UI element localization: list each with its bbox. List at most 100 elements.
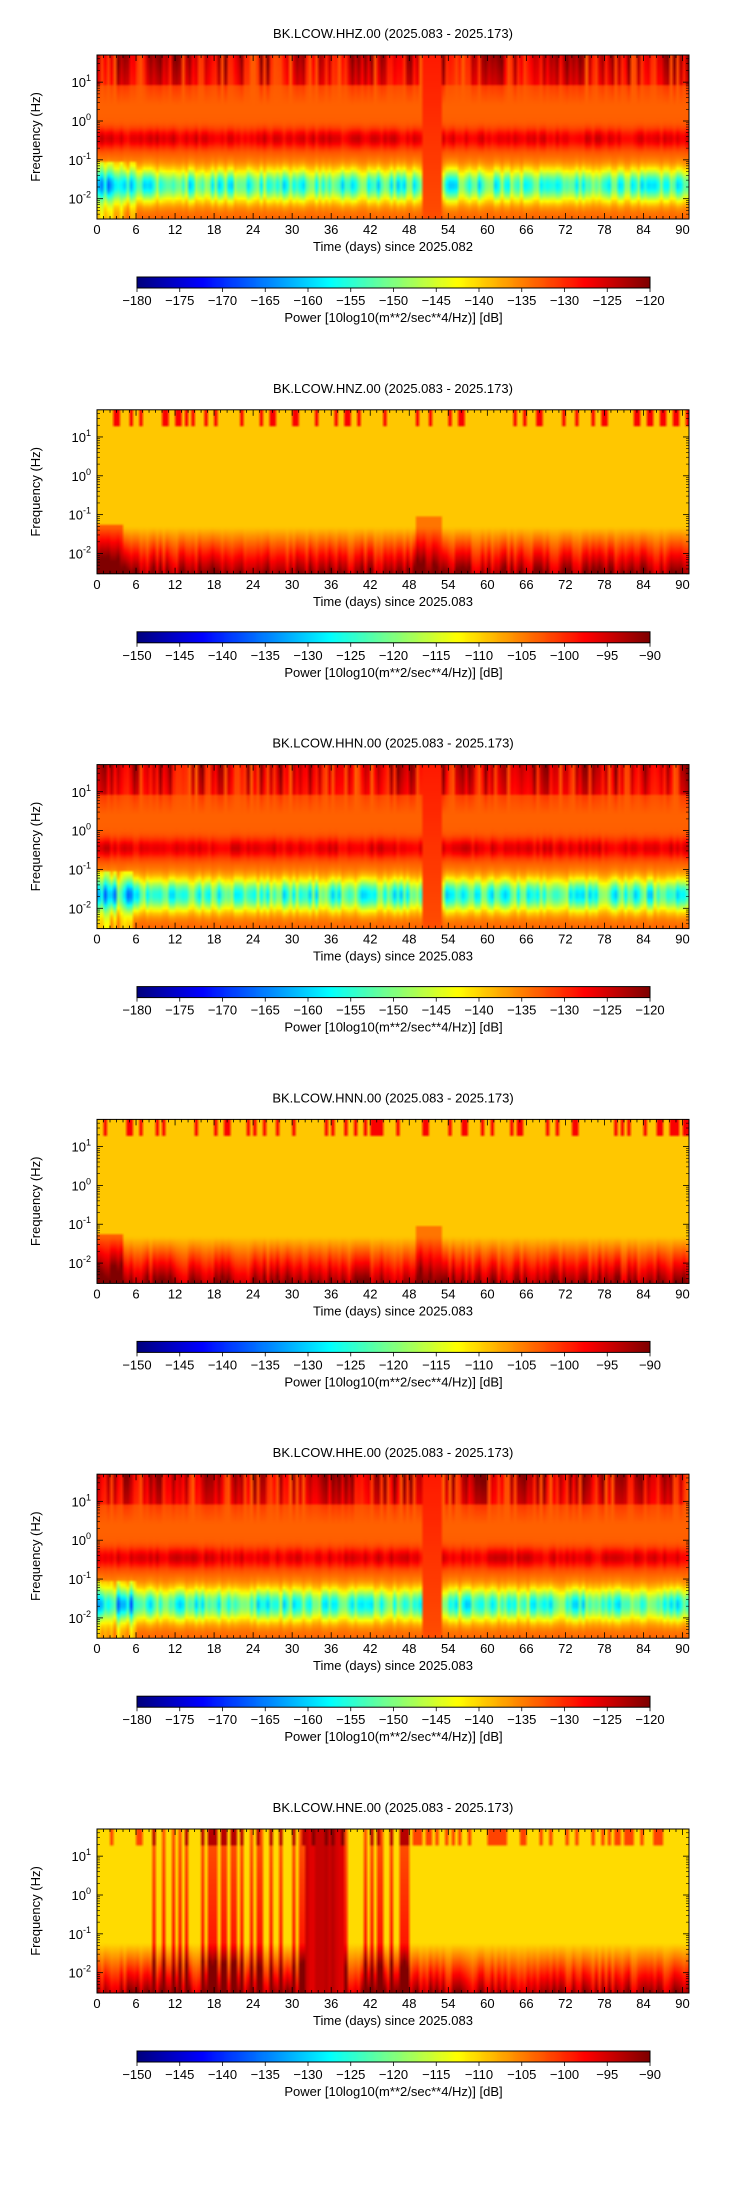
panel-title: BK.LCOW.HNE.00 (2025.083 - 2025.173)	[273, 1800, 514, 1815]
x-tick-label: 36	[324, 577, 338, 592]
colorbar-tick-label: −95	[596, 648, 618, 663]
x-tick-label: 30	[285, 1996, 299, 2011]
x-tick-label: 84	[636, 577, 650, 592]
colorbar-tick-label: −125	[336, 648, 365, 663]
y-tick-label: 10-1	[69, 151, 91, 168]
y-tick-label: 10-2	[69, 544, 91, 561]
colorbar-tick-label: −95	[596, 2067, 618, 2082]
x-tick-label: 84	[636, 1641, 650, 1656]
panel-title: BK.LCOW.HHZ.00 (2025.083 - 2025.173)	[273, 26, 513, 41]
spectrogram-heatmap	[97, 764, 689, 929]
colorbar-tick-label: −145	[165, 2067, 194, 2082]
x-tick-label: 66	[519, 932, 533, 947]
x-tick-label: 42	[363, 1286, 377, 1301]
x-tick-label: 60	[480, 1641, 494, 1656]
y-tick-label: 10-2	[69, 899, 91, 916]
y-tick-label: 10-1	[69, 1215, 91, 1232]
x-tick-label: 54	[441, 1286, 455, 1301]
colorbar-tick-label: −110	[465, 2067, 493, 2082]
x-tick-label: 0	[93, 577, 100, 592]
y-tick-label: 10-2	[69, 1964, 91, 1981]
plot-frame	[96, 764, 690, 930]
y-axis-label: Frequency (Hz)	[28, 1866, 43, 1956]
colorbar-tick-label: −120	[635, 1712, 664, 1727]
colorbar-tick-label: −145	[165, 1357, 194, 1372]
y-tick-label: 100	[72, 467, 91, 484]
colorbar-tick-label: −120	[379, 648, 408, 663]
colorbar-tick-label: −130	[550, 1003, 579, 1018]
colorbar-tick-label: −125	[593, 293, 622, 308]
x-tick-label: 66	[519, 1286, 533, 1301]
colorbar-tick-label: −130	[550, 293, 579, 308]
x-tick-label: 78	[597, 1996, 611, 2011]
x-axis-label: Time (days) since 2025.083	[313, 1658, 473, 1673]
x-tick-label: 12	[168, 577, 182, 592]
x-tick-label: 54	[441, 932, 455, 947]
colorbar-tick-label: −135	[507, 1712, 536, 1727]
colorbar-tick-label: −115	[422, 2067, 450, 2082]
colorbar-tick-label: −135	[251, 1357, 280, 1372]
colorbar-tick-label: −125	[593, 1003, 622, 1018]
x-tick-label: 12	[168, 932, 182, 947]
y-tick-label: 10-1	[69, 506, 91, 523]
spectrogram-panel: BK.LCOW.HHE.00 (2025.083 - 2025.173) 0 6 12…	[28, 1445, 690, 1744]
colorbar-tick-label: −160	[293, 1712, 322, 1727]
colorbar-label: Power [10log10(m**2/sec**4/Hz)] [dB]	[284, 1020, 502, 1035]
y-tick-label: 101	[72, 1847, 91, 1864]
colorbar-tick-label: −165	[251, 293, 280, 308]
colorbar-tick-label: −130	[293, 1357, 322, 1372]
x-tick-label: 0	[93, 1286, 100, 1301]
spectrogram-heatmap	[97, 409, 689, 574]
x-tick-label: 48	[402, 1996, 416, 2011]
colorbar-tick-label: −120	[379, 2067, 408, 2082]
x-tick-label: 30	[285, 932, 299, 947]
colorbar	[137, 1696, 650, 1708]
x-axis-label: Time (days) since 2025.083	[313, 1303, 473, 1318]
colorbar-tick-label: −155	[336, 1003, 365, 1018]
x-tick-label: 48	[402, 1286, 416, 1301]
x-tick-label: 30	[285, 577, 299, 592]
colorbar	[137, 631, 650, 643]
x-tick-label: 18	[207, 1286, 221, 1301]
x-axis-label: Time (days) since 2025.082	[313, 239, 473, 254]
colorbar-tick-label: −120	[379, 1357, 408, 1372]
colorbar-tick-label: −150	[122, 2067, 151, 2082]
colorbar-tick-label: −110	[465, 648, 493, 663]
x-tick-label: 36	[324, 932, 338, 947]
x-tick-label: 66	[519, 1641, 533, 1656]
panel-title: BK.LCOW.HNN.00 (2025.083 - 2025.173)	[272, 1090, 513, 1105]
colorbar-tick-label: −180	[122, 1003, 151, 1018]
panel-title: BK.LCOW.HHE.00 (2025.083 - 2025.173)	[273, 1445, 514, 1460]
colorbar-label: Power [10log10(m**2/sec**4/Hz)] [dB]	[284, 310, 502, 325]
colorbar-tick-label: −90	[639, 1357, 661, 1372]
colorbar-tick-label: −155	[336, 293, 365, 308]
x-tick-label: 24	[246, 932, 260, 947]
y-tick-label: 10-1	[69, 1925, 91, 1942]
spectrogram-panel: BK.LCOW.HNN.00 (2025.083 - 2025.173) 0 6 12…	[28, 1090, 690, 1389]
x-tick-label: 66	[519, 577, 533, 592]
x-tick-label: 78	[597, 1286, 611, 1301]
y-tick-label: 10-1	[69, 1570, 91, 1587]
x-tick-label: 72	[558, 1286, 572, 1301]
x-tick-label: 12	[168, 1641, 182, 1656]
spectrogram-heatmap	[97, 55, 689, 219]
x-tick-label: 48	[402, 1641, 416, 1656]
x-tick-label: 6	[132, 1286, 139, 1301]
x-tick-label: 54	[441, 1641, 455, 1656]
colorbar-label: Power [10log10(m**2/sec**4/Hz)] [dB]	[284, 665, 502, 680]
colorbar-tick-label: −90	[639, 2067, 661, 2082]
colorbar-tick-label: −105	[507, 648, 536, 663]
x-tick-label: 84	[636, 1286, 650, 1301]
colorbar-tick-label: −170	[208, 1712, 237, 1727]
x-tick-label: 6	[132, 1996, 139, 2011]
spectrogram-heatmap	[97, 1829, 689, 1993]
plot-frame	[96, 1473, 690, 1639]
colorbar-tick-label: −130	[293, 648, 322, 663]
colorbar	[137, 2051, 650, 2062]
x-tick-label: 90	[675, 222, 689, 237]
colorbar-tick-label: −145	[165, 648, 194, 663]
x-tick-label: 78	[597, 932, 611, 947]
y-tick-label: 101	[72, 783, 91, 800]
x-tick-label: 6	[132, 222, 139, 237]
x-tick-label: 60	[480, 1996, 494, 2011]
